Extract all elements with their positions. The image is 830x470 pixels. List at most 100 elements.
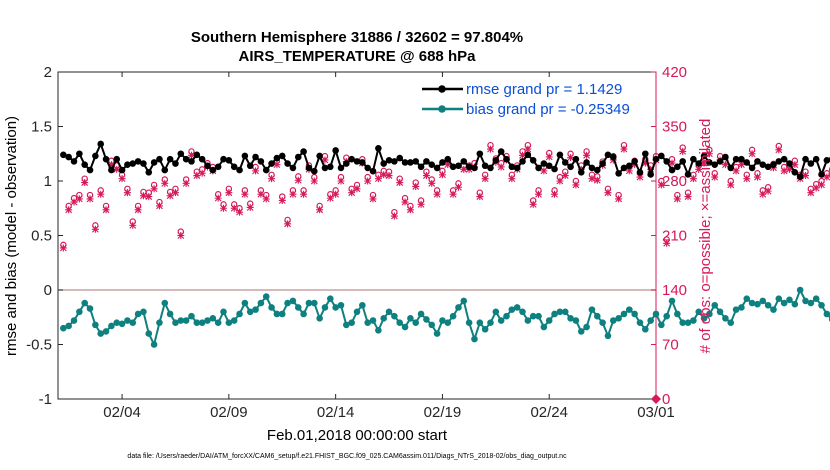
rmse-point bbox=[780, 155, 788, 163]
bias-point bbox=[807, 299, 815, 307]
rmse-point bbox=[145, 168, 153, 176]
bias-point bbox=[332, 304, 339, 311]
bias-point bbox=[631, 310, 638, 318]
obs-assimilated-point bbox=[785, 165, 793, 173]
obs-assimilated-point bbox=[150, 185, 158, 193]
rmse-point bbox=[754, 158, 761, 165]
bias-point bbox=[439, 317, 446, 324]
bias-point bbox=[684, 319, 692, 327]
rmse-point bbox=[818, 171, 825, 178]
rmse-point bbox=[620, 164, 628, 172]
obs-assimilated-point bbox=[284, 220, 292, 228]
obs-assimilated-point bbox=[540, 167, 548, 175]
rmse-point bbox=[674, 163, 681, 171]
obs-assimilated-point bbox=[486, 145, 494, 153]
bias-point bbox=[519, 308, 526, 316]
obs-assimilated-point bbox=[689, 175, 697, 183]
bias-point bbox=[60, 324, 67, 332]
bias-point bbox=[449, 312, 457, 320]
rmse-point bbox=[706, 159, 713, 166]
rmse-point bbox=[492, 156, 500, 164]
rmse-point bbox=[156, 155, 163, 163]
bias-point bbox=[786, 296, 793, 304]
bias-point bbox=[353, 308, 361, 316]
obs-assimilated-point bbox=[561, 172, 569, 180]
obs-assimilated-point bbox=[438, 171, 446, 179]
rmse-point bbox=[193, 151, 201, 159]
rmse-point bbox=[60, 151, 67, 159]
bias-point bbox=[166, 310, 174, 318]
bias-point bbox=[561, 308, 569, 316]
bias-point bbox=[348, 319, 355, 327]
bias-point bbox=[599, 319, 606, 327]
obs-assimilated-point bbox=[337, 177, 345, 185]
obs-assimilated-point bbox=[187, 151, 195, 159]
bias-point bbox=[609, 317, 617, 324]
bias-point bbox=[225, 319, 233, 327]
rmse-point bbox=[257, 158, 265, 165]
obs-assimilated-point bbox=[497, 163, 505, 171]
obs-assimilated-point bbox=[727, 181, 735, 189]
obs-assimilated-point bbox=[118, 175, 126, 183]
bias-point bbox=[615, 315, 622, 322]
bias-point bbox=[567, 315, 574, 322]
rmse-point bbox=[695, 160, 703, 167]
bias-point bbox=[652, 310, 660, 318]
obs-assimilated-point bbox=[764, 187, 772, 195]
obs-assimilated-point bbox=[732, 167, 740, 175]
rmse-point bbox=[690, 155, 697, 163]
rmse-point bbox=[700, 152, 708, 160]
rmse-point bbox=[529, 156, 537, 164]
bias-point bbox=[818, 301, 825, 309]
bias-point bbox=[588, 306, 596, 313]
bias-point bbox=[444, 319, 452, 327]
bias-point bbox=[780, 299, 788, 307]
bias-point bbox=[481, 325, 489, 333]
obs-assimilated-point bbox=[759, 190, 767, 198]
rmse-point bbox=[172, 160, 179, 167]
obs-assimilated-point bbox=[433, 190, 441, 198]
obs-assimilated-point bbox=[107, 161, 115, 169]
obs-assimilated-point bbox=[428, 179, 436, 187]
bias-point bbox=[246, 308, 254, 316]
obs-assimilated-point bbox=[182, 179, 190, 187]
obs-assimilated-point bbox=[396, 179, 404, 187]
rmse-point bbox=[770, 161, 777, 168]
obs-assimilated-point bbox=[316, 206, 324, 214]
rmse-point bbox=[476, 150, 484, 158]
obs-assimilated-point bbox=[545, 153, 553, 161]
obs-assimilated-point bbox=[75, 195, 83, 203]
x-axis: 02/04 02/09 02/14 02/19 02/24 03/01 bbox=[103, 72, 675, 421]
rmse-series bbox=[60, 140, 830, 180]
rmse-point bbox=[658, 152, 665, 160]
obs-assimilated-point bbox=[214, 194, 222, 202]
bias-point bbox=[412, 319, 420, 327]
bias-point bbox=[252, 306, 259, 313]
bias-point bbox=[177, 317, 185, 324]
obs-assimilated-point bbox=[508, 175, 516, 183]
bias-point bbox=[316, 315, 323, 322]
rmse-point bbox=[118, 166, 126, 174]
obs-assimilated-point bbox=[444, 161, 452, 169]
rmse-point bbox=[471, 164, 478, 172]
bias-series bbox=[60, 286, 830, 348]
rmse-point bbox=[556, 151, 564, 159]
x-axis-label: Feb.01,2018 00:00:00 start bbox=[267, 427, 448, 444]
y-left-tick-label: 0 bbox=[44, 282, 52, 299]
rmse-point bbox=[343, 160, 350, 167]
bias-point bbox=[647, 317, 654, 324]
bias-point bbox=[492, 308, 500, 316]
obs-assimilated-point bbox=[348, 189, 356, 197]
y-right-tick-label: 210 bbox=[662, 228, 687, 245]
obs-assimilated-point bbox=[97, 190, 105, 198]
obs-assimilated-point bbox=[556, 177, 564, 185]
rmse-point bbox=[428, 161, 436, 168]
bias-point bbox=[727, 319, 735, 327]
bias-point bbox=[802, 297, 809, 305]
y-axis-right-label: # of obs: o=possible; ×=assimilated bbox=[697, 119, 714, 354]
obs-assimilated-point bbox=[145, 193, 153, 201]
obs-assimilated-point bbox=[390, 212, 398, 220]
bias-point bbox=[92, 321, 99, 329]
rmse-point bbox=[609, 153, 617, 161]
